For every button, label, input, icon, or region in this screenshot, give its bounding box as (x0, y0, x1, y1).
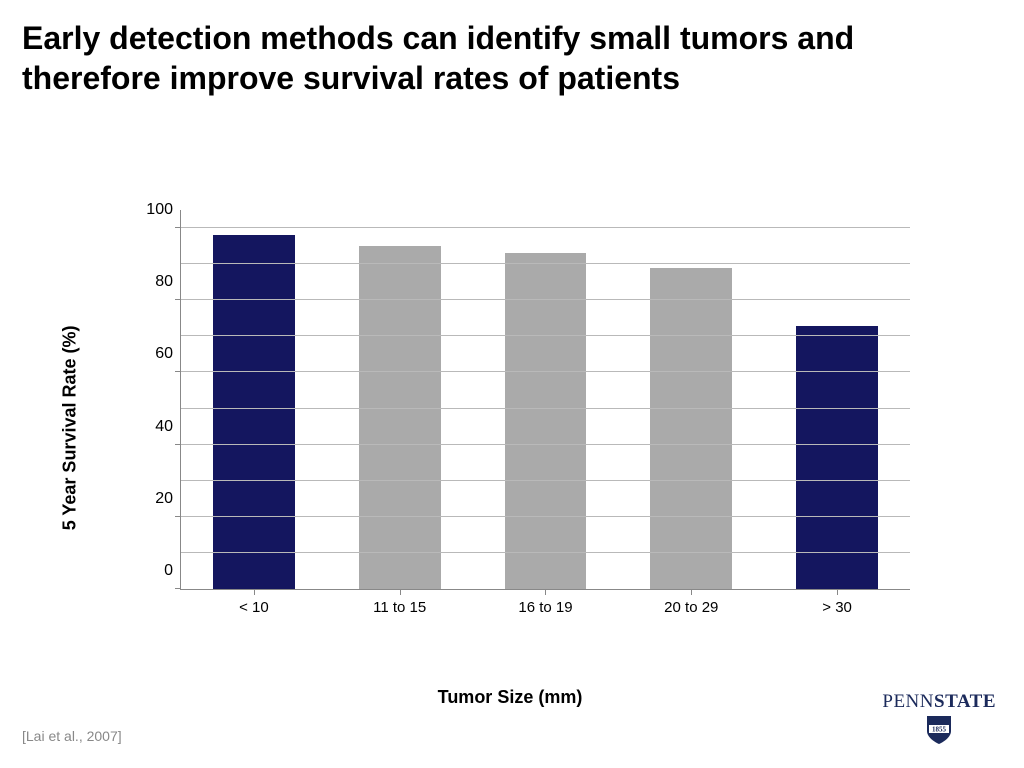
bar (796, 326, 878, 589)
citation-text: [Lai et al., 2007] (22, 728, 122, 744)
gridline-minor (181, 480, 910, 481)
xtick-label: 20 to 29 (664, 589, 718, 616)
ytick-label: 60 (155, 345, 181, 363)
gridline (181, 444, 910, 445)
xtick-label: < 10 (239, 589, 269, 616)
ytick-label: 100 (146, 201, 181, 219)
xtick-label: 16 to 19 (518, 589, 572, 616)
ytick-mark (175, 588, 181, 589)
logo-text-thin: PENN (882, 691, 934, 712)
bar-slot: 16 to 19 (473, 210, 619, 589)
survival-chart: 5 Year Survival Rate (%) < 1011 to 1516 … (110, 210, 910, 650)
bar (359, 246, 441, 589)
bar (213, 235, 295, 589)
xtick-label: > 30 (822, 589, 852, 616)
bars-container: < 1011 to 1516 to 1920 to 29> 30 (181, 210, 910, 589)
gridline-minor (181, 263, 910, 264)
bar-slot: > 30 (764, 210, 910, 589)
shield-icon: 1855 (882, 715, 996, 750)
bar-slot: 11 to 15 (327, 210, 473, 589)
gridline (181, 227, 910, 228)
ytick-mark (175, 516, 181, 517)
ytick-mark (175, 444, 181, 445)
ytick-mark (175, 299, 181, 300)
ytick-label: 80 (155, 273, 181, 291)
bar (505, 253, 587, 589)
bar (650, 268, 732, 589)
slide-title: Early detection methods can identify sma… (22, 18, 984, 98)
ytick-label: 40 (155, 418, 181, 436)
ytick-label: 0 (164, 562, 181, 580)
gridline-minor (181, 408, 910, 409)
gridline (181, 516, 910, 517)
ytick-label: 20 (155, 490, 181, 508)
slide: Early detection methods can identify sma… (0, 0, 1024, 768)
gridline-minor (181, 335, 910, 336)
x-axis-label: Tumor Size (mm) (438, 687, 583, 708)
y-axis-label: 5 Year Survival Rate (%) (60, 326, 81, 531)
logo-text: PENNSTATE (882, 691, 996, 713)
bar-slot: 20 to 29 (618, 210, 764, 589)
gridline (181, 371, 910, 372)
gridline (181, 299, 910, 300)
plot-area: < 1011 to 1516 to 1920 to 29> 30 0204060… (180, 210, 910, 590)
logo-text-bold: STATE (934, 691, 996, 712)
svg-text:1855: 1855 (932, 726, 947, 734)
xtick-label: 11 to 15 (373, 589, 426, 616)
bar-slot: < 10 (181, 210, 327, 589)
pennstate-logo: PENNSTATE 1855 (882, 691, 996, 750)
ytick-mark (175, 371, 181, 372)
gridline-minor (181, 552, 910, 553)
ytick-mark (175, 227, 181, 228)
